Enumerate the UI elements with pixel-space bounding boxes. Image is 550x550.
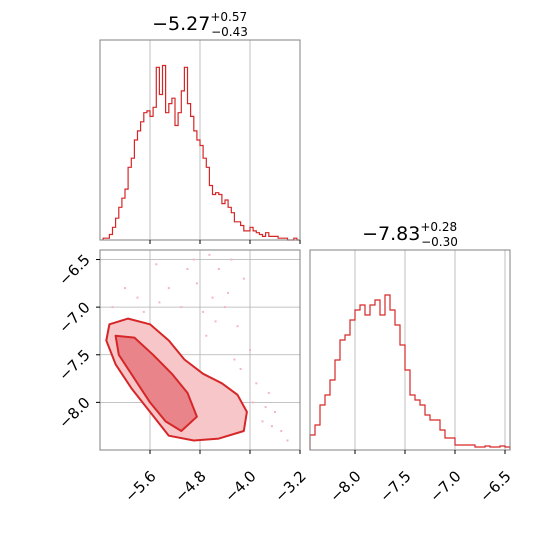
x-tick-label: −5.6 — [121, 467, 159, 505]
scatter-point — [214, 320, 217, 323]
scatter-point — [255, 382, 258, 385]
scatter-point — [274, 410, 276, 413]
scatter-point — [224, 306, 226, 309]
x-tick-label: −7.0 — [426, 467, 464, 505]
scatter-point — [286, 439, 289, 442]
scatter-point — [111, 306, 114, 309]
x-tick-label: −4.0 — [221, 467, 259, 505]
param2-title: −7.83+0.28 −0.30 — [362, 220, 458, 249]
scatter-point — [158, 301, 161, 304]
contour-inner — [114, 334, 198, 432]
histogram-step-line — [102, 64, 300, 241]
scatter-point — [233, 358, 236, 361]
y-tick-label: −7.5 — [55, 346, 93, 384]
scatter-point — [230, 258, 233, 261]
scatter-point — [155, 263, 158, 266]
scatter-point — [261, 420, 264, 423]
scatter-point — [249, 349, 251, 351]
scatter-point — [208, 253, 211, 256]
scatter-point — [211, 296, 214, 299]
histogram-panel-param1: −5.27+0.57 −0.43 — [99, 10, 301, 244]
scatter-point — [236, 325, 239, 328]
x-tick-label: −4.8 — [171, 467, 209, 505]
scatter-point — [136, 296, 139, 299]
scatter-point — [239, 368, 242, 370]
y-tick-label: −6.5 — [55, 251, 93, 289]
histogram-step-line — [309, 294, 511, 450]
scatter-point — [264, 406, 267, 409]
x-tick-label: −6.5 — [476, 467, 514, 505]
scatter-point — [217, 268, 220, 270]
scatter-point — [267, 391, 270, 394]
histogram-panel-param2: −8.0 −7.5 −7.0 −6.5 −7.83+0.28 −0.30 — [309, 220, 515, 506]
scatter-point — [142, 310, 145, 313]
scatter-point — [192, 258, 195, 261]
scatter-point — [270, 425, 273, 428]
x-tick-label: −7.5 — [376, 467, 414, 505]
scatter-point — [202, 310, 205, 313]
scatter-point — [124, 287, 126, 290]
scatter-point — [167, 287, 170, 290]
scatter-point — [252, 401, 255, 404]
scatter-point — [180, 306, 183, 309]
x-tick-label: −8.0 — [326, 467, 364, 505]
scatter-point — [205, 334, 208, 337]
axes-frame — [309, 249, 511, 451]
joint-contour-panel: −5.6 −4.8 −4.0 −3.2 −6.5 −7.0 −7.5 −8.0 — [55, 249, 310, 506]
y-tick-label: −7.0 — [55, 298, 93, 336]
scatter-point — [186, 268, 189, 270]
scatter-point — [227, 291, 230, 294]
scatter-point — [280, 430, 283, 432]
y-tick-label: −8.0 — [55, 394, 93, 432]
x-tick-label: −3.2 — [271, 467, 309, 505]
param1-title: −5.27+0.57 −0.43 — [152, 10, 248, 39]
scatter-point — [242, 277, 245, 280]
scatter-point — [195, 282, 198, 285]
